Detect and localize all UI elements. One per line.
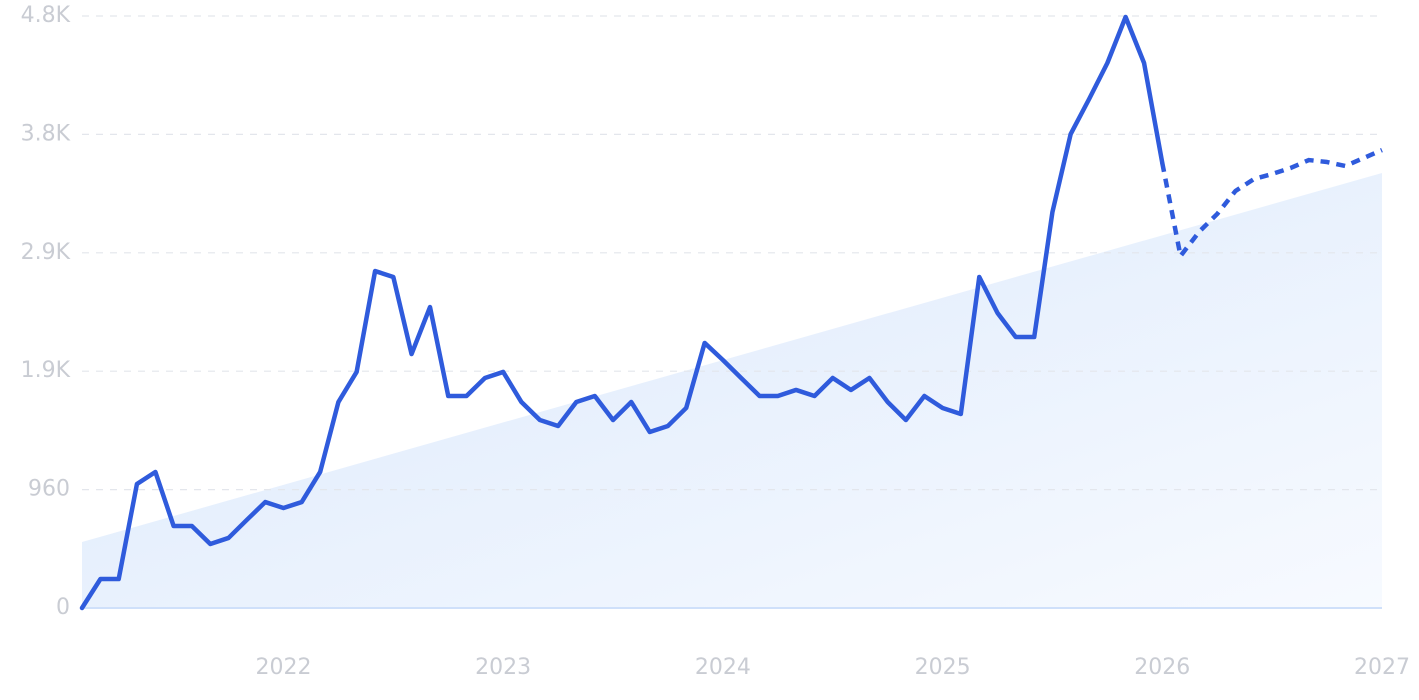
x-tick-label: 2025 <box>915 655 971 680</box>
y-tick-label: 960 <box>28 477 70 502</box>
trend-area <box>82 173 1382 608</box>
x-tick-label: 2027 <box>1354 655 1410 680</box>
y-tick-label: 3.8K <box>21 121 71 146</box>
x-tick-label: 2024 <box>695 655 751 680</box>
y-tick-label: 1.9K <box>21 358 71 383</box>
y-tick-label: 4.8K <box>21 3 71 28</box>
x-tick-label: 2023 <box>475 655 531 680</box>
x-tick-label: 2026 <box>1134 655 1190 680</box>
series-line <box>79 14 1165 611</box>
x-tick-label: 2022 <box>255 655 311 680</box>
y-tick-label: 2.9K <box>21 240 71 265</box>
y-tick-label: 0 <box>56 595 70 620</box>
